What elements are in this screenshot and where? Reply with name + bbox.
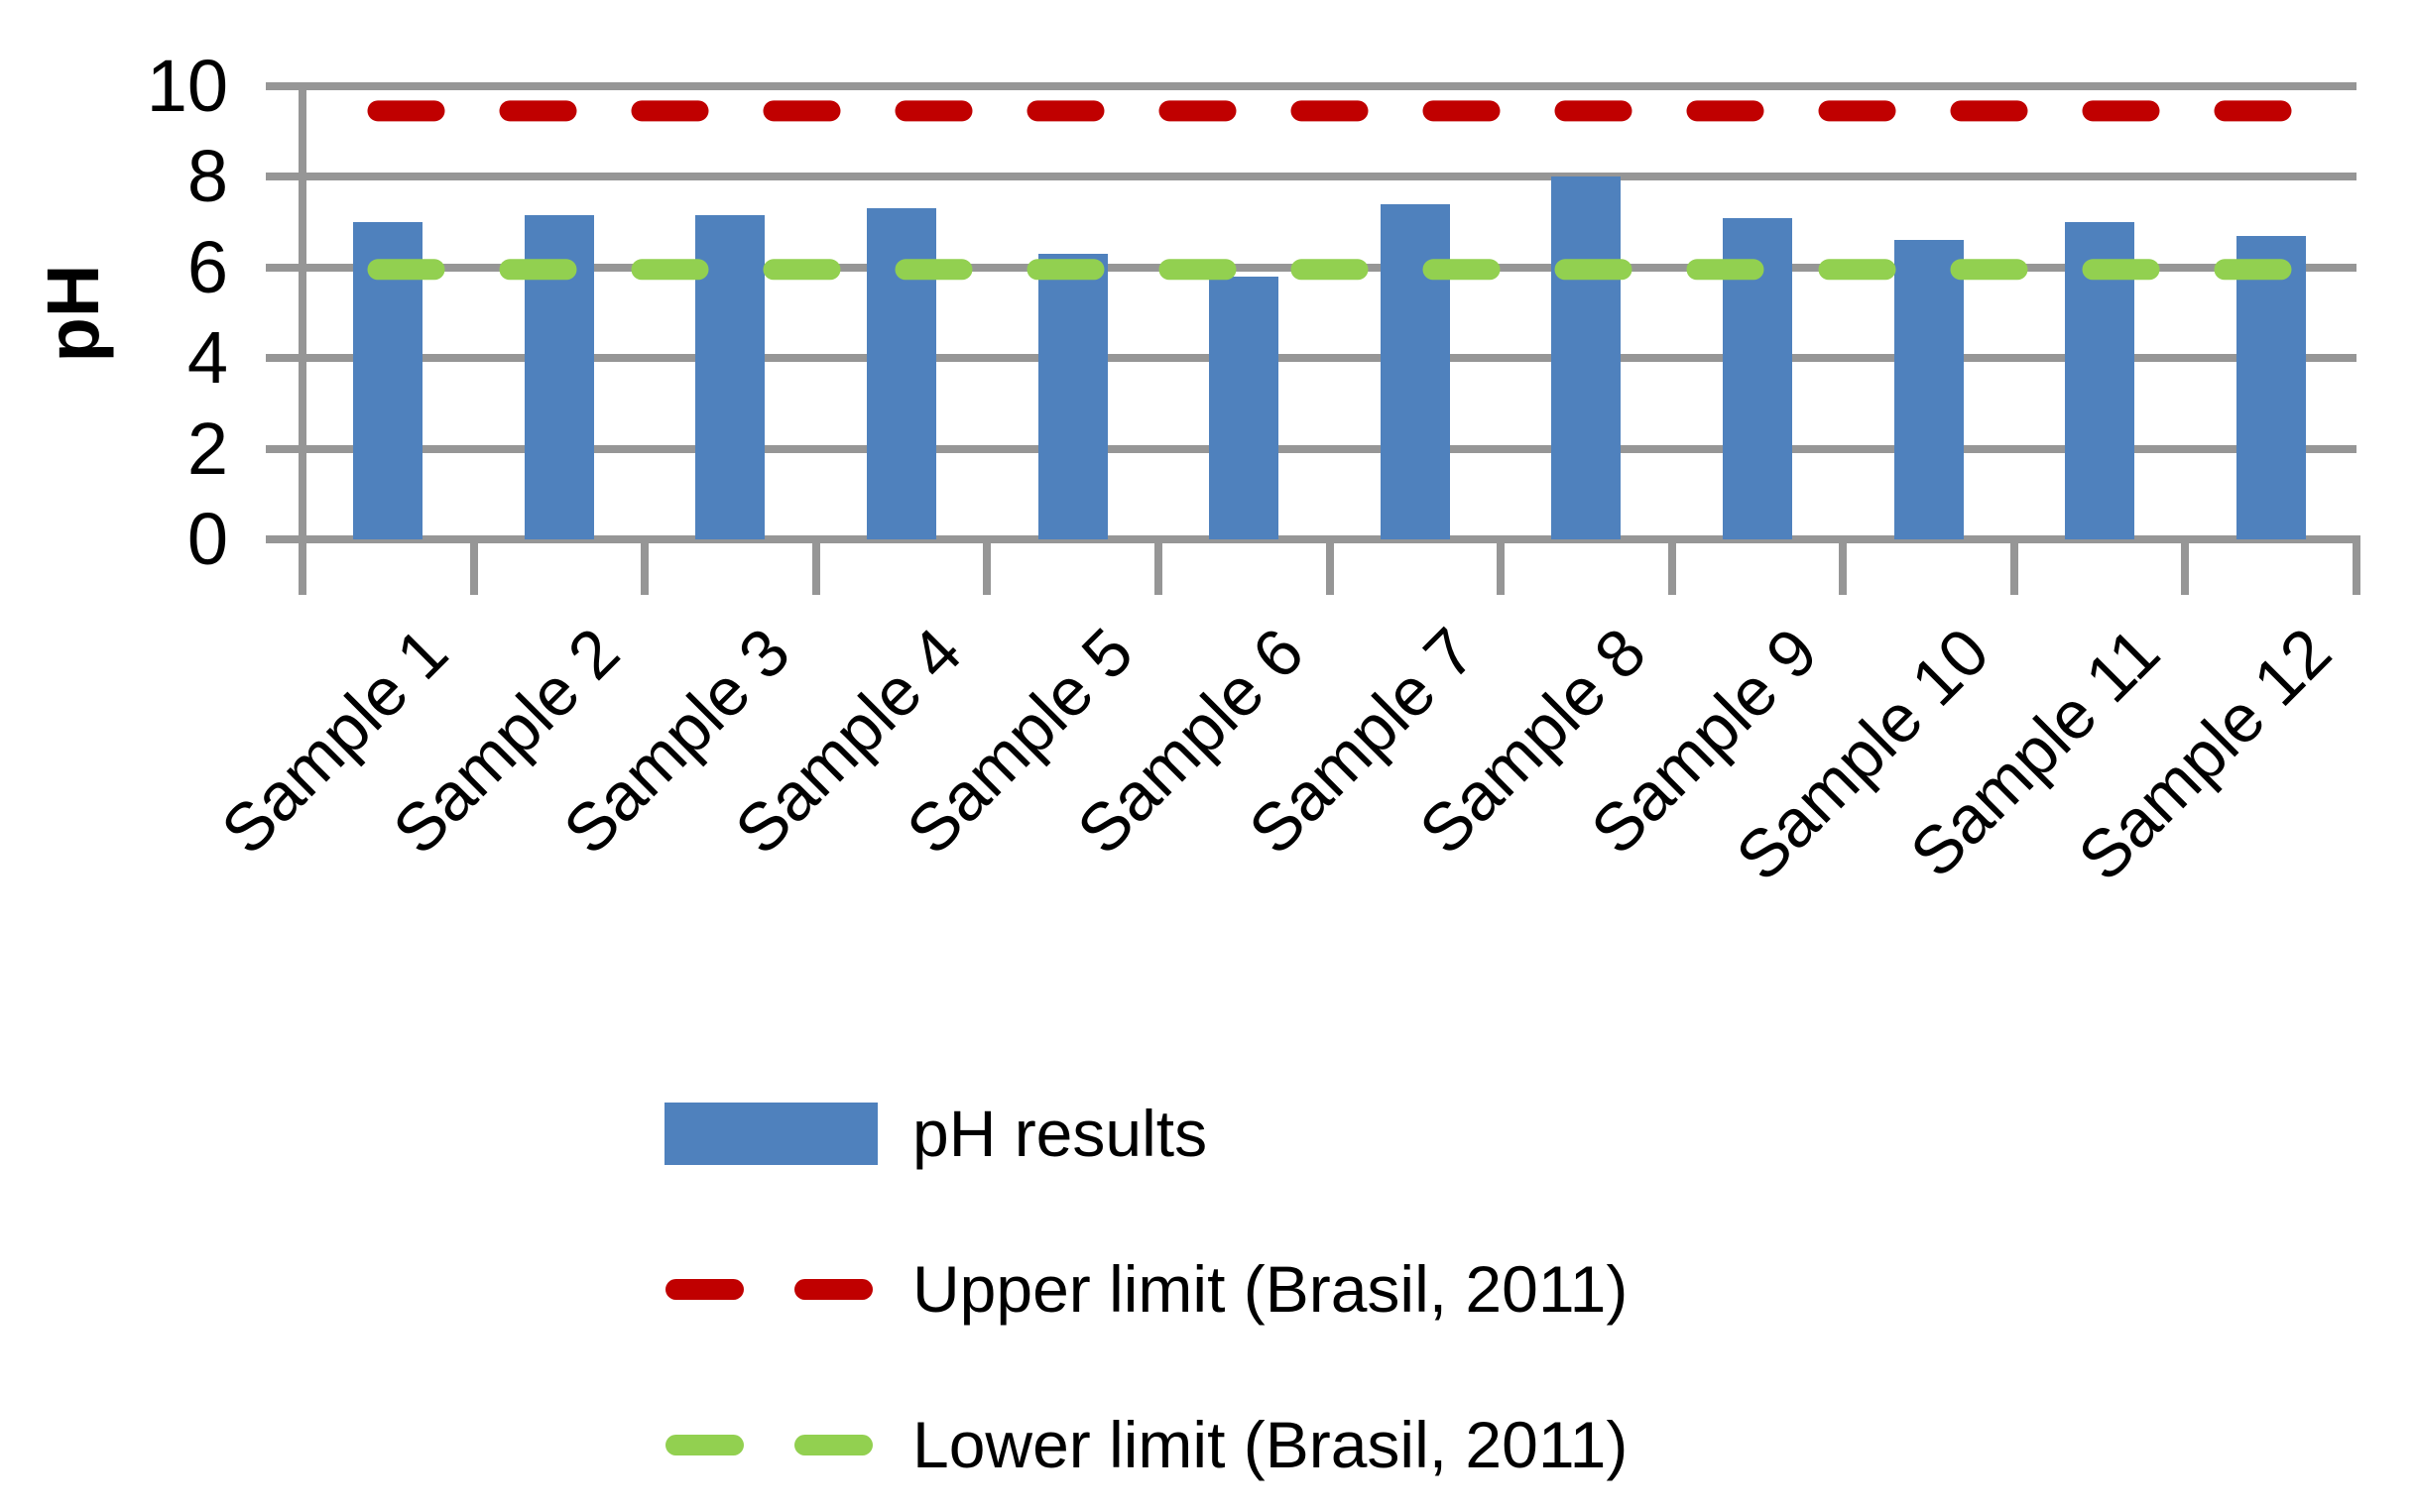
x-axis-tick-9 <box>1839 539 1848 595</box>
x-axis-tick-7 <box>1497 539 1506 595</box>
legend-swatch-lower-limit-dash-1 <box>665 1435 744 1455</box>
bar-sample-5 <box>1037 254 1108 539</box>
gridline-y-8 <box>302 173 2356 181</box>
x-axis-tick-2 <box>641 539 650 595</box>
legend-swatch-upper-limit-dash-2 <box>794 1279 873 1300</box>
gridline-y-2 <box>302 444 2356 453</box>
x-axis-tick-5 <box>1153 539 1162 595</box>
y-tick-label-4: 4 <box>186 316 228 400</box>
y-tick-label-6: 6 <box>186 225 228 308</box>
y-tick-label-0: 0 <box>186 498 228 580</box>
x-axis-tick-4 <box>983 539 992 595</box>
y-axis-line <box>299 82 306 543</box>
legend-label-ph-results: pH results <box>912 1097 1208 1170</box>
x-axis-tick-8 <box>1667 539 1676 595</box>
legend-swatch-lower-limit-dash-2 <box>794 1435 873 1455</box>
legend-swatch-upper-limit-dash-1 <box>665 1279 744 1300</box>
bar-sample-10 <box>1893 240 1964 539</box>
x-axis-tick-10 <box>2009 539 2018 595</box>
gridline-y-4 <box>302 354 2356 363</box>
x-axis-tick-6 <box>1325 539 1334 595</box>
y-tick-label-2: 2 <box>186 407 228 490</box>
x-axis-tick-3 <box>811 539 820 595</box>
y-axis-tick-4 <box>266 354 317 363</box>
legend-label-lower-limit: Lower limit (Brasil, 2011) <box>912 1408 1629 1481</box>
bar-sample-12 <box>2235 235 2306 539</box>
y-axis-title: pH <box>32 264 114 363</box>
x-axis-tick-1 <box>469 539 478 595</box>
x-axis-tick-0 <box>299 539 306 595</box>
y-axis-tick-0 <box>266 535 317 543</box>
x-axis-tick-12 <box>2353 539 2360 595</box>
bar-sample-8 <box>1551 176 1622 539</box>
legend-swatch-ph-results <box>664 1103 878 1165</box>
gridline-y-10 <box>302 82 2356 90</box>
y-axis-tick-2 <box>266 444 317 453</box>
y-axis-tick-6 <box>266 263 317 272</box>
legend-label-upper-limit: Upper limit (Brasil, 2011) <box>912 1252 1629 1326</box>
y-axis-tick-10 <box>266 82 317 90</box>
y-tick-label-8: 8 <box>186 135 228 218</box>
y-tick-label-10: 10 <box>146 45 228 127</box>
y-axis-tick-8 <box>266 173 317 181</box>
x-axis-tick-11 <box>2181 539 2190 595</box>
bar-sample-6 <box>1209 276 1279 539</box>
